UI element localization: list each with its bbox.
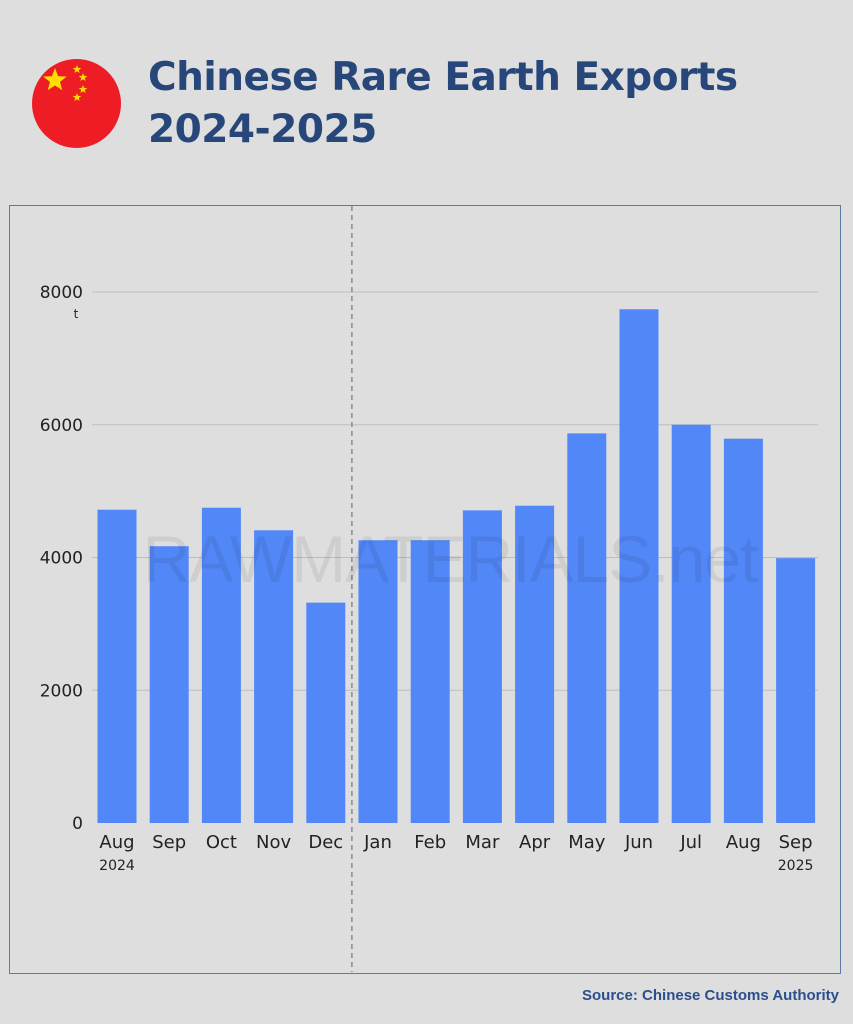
- bar: [306, 602, 346, 823]
- y-tick-label: 0: [72, 814, 83, 834]
- x-tick-label: Jun: [624, 832, 653, 853]
- x-tick-label: Aug: [99, 832, 134, 853]
- y-tick-label: 8000: [40, 283, 83, 303]
- bar-chart: 0 2000 4000 6000 8000 t Aug Sep Oct Nov Dec Jan Feb M…: [40, 206, 818, 972]
- x-year-label: 2024: [99, 858, 135, 874]
- bar: [776, 558, 816, 823]
- x-year-label: 2025: [778, 858, 814, 874]
- x-tick-label: May: [568, 832, 606, 853]
- x-tick-label: Feb: [414, 832, 446, 853]
- y-tick-label: 4000: [40, 549, 83, 569]
- chart-frame: 0 2000 4000 6000 8000 t Aug Sep Oct Nov Dec Jan Feb M…: [9, 205, 841, 974]
- bar: [201, 507, 241, 823]
- bar: [358, 540, 398, 823]
- bar: [723, 438, 763, 823]
- bar: [619, 309, 659, 823]
- x-tick-label: Aug: [726, 832, 761, 853]
- x-tick-label: Jan: [363, 832, 392, 853]
- bar: [149, 546, 189, 823]
- x-tick-label: Sep: [152, 832, 186, 853]
- chart-title: Chinese Rare Earth Exports 2024-2025: [148, 52, 738, 156]
- x-tick-label: Sep: [779, 832, 813, 853]
- bar: [462, 510, 502, 823]
- bar: [97, 509, 137, 823]
- bar: [410, 540, 450, 823]
- y-tick-label: 6000: [40, 416, 83, 436]
- x-tick-label: Nov: [256, 832, 291, 853]
- source-note: Source: Chinese Customs Authority: [582, 987, 839, 1004]
- bar: [515, 505, 555, 823]
- x-tick-label: Apr: [519, 832, 551, 853]
- bar: [254, 530, 294, 823]
- y-tick-label: 2000: [40, 681, 83, 701]
- bar: [567, 433, 607, 823]
- chart-title-line-1: Chinese Rare Earth Exports: [148, 55, 738, 100]
- x-tick-label: Oct: [206, 832, 237, 853]
- x-tick-label: Mar: [465, 832, 500, 853]
- bar: [671, 424, 711, 823]
- x-tick-label: Jul: [679, 832, 702, 853]
- chart-title-line-2: 2024-2025: [148, 107, 377, 152]
- x-tick-label: Dec: [308, 832, 343, 853]
- watermark: RAWMATERIALS.net: [143, 522, 758, 596]
- china-flag-icon: [32, 59, 121, 148]
- y-unit-label: t: [74, 307, 79, 321]
